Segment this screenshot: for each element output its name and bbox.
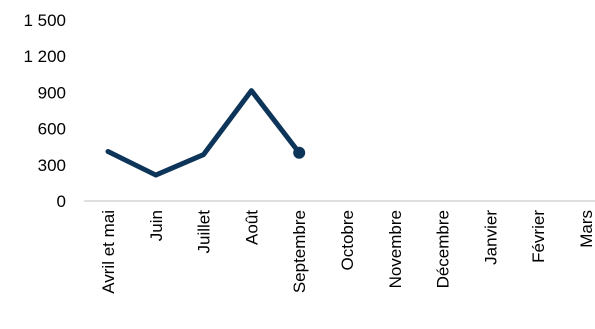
- x-tick-label: Juillet: [195, 210, 214, 254]
- y-tick-label: 900: [38, 83, 66, 102]
- x-tick-label: Février: [529, 210, 548, 263]
- series-layer: [105, 88, 306, 178]
- x-tick-label: Septembre: [290, 210, 309, 293]
- x-tick-label: Novembre: [386, 210, 405, 288]
- x-tick-label: Janvier: [481, 210, 500, 265]
- series-line: [105, 88, 302, 178]
- y-tick-label: 0: [57, 192, 66, 211]
- y-tick-label: 300: [38, 156, 66, 175]
- x-tick-label: Juin: [147, 210, 166, 241]
- y-tick-label: 1 200: [23, 47, 66, 66]
- x-tick-label: Décembre: [434, 210, 453, 288]
- y-tick-label: 600: [38, 120, 66, 139]
- y-tick-label: 1 500: [23, 11, 66, 30]
- x-tick-label: Août: [242, 210, 261, 245]
- y-axis-labels: 0 300 600 900 1 200 1 500: [23, 11, 66, 211]
- x-tick-label: Octobre: [338, 210, 357, 270]
- x-tick-label: Mars: [577, 210, 595, 248]
- last-point-marker: [293, 146, 306, 159]
- x-axis-labels: Avril et mai Juin Juillet Août Septembre Octo…: [99, 210, 595, 294]
- x-tick-label: Avril et mai: [99, 210, 118, 294]
